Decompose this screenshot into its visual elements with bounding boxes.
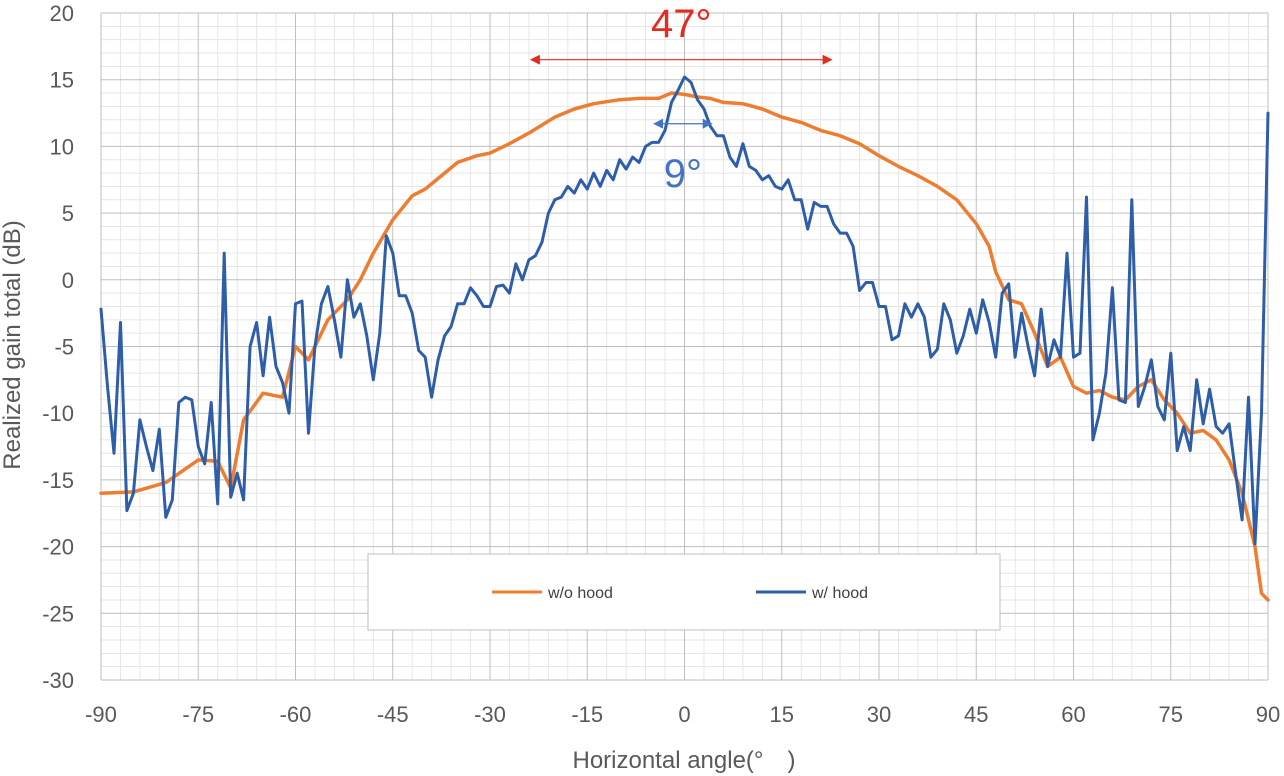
y-tick-label: 10 [50,134,74,159]
x-tick-label: -90 [85,702,117,727]
y-tick-label: 20 [50,1,74,26]
x-tick-label: 30 [867,702,891,727]
x-tick-label: -30 [474,702,506,727]
y-tick-label: 5 [62,201,74,226]
annotation-47: 47° [529,2,833,65]
y-tick-label: -30 [42,668,74,693]
beamwidth-label-red: 47° [651,2,712,46]
beamwidth-label-blue: 9° [664,152,702,196]
legend-box [367,553,1001,631]
y-tick-label: -15 [42,468,74,493]
y-tick-label: 0 [62,268,74,293]
legend-label-wo-hood: w/o hood [547,585,613,602]
x-tick-label: -15 [571,702,603,727]
y-axis-title: Realized gain total (dB) [0,220,26,469]
x-tick-label: -75 [182,702,214,727]
legend: w/o hood w/ hood [367,553,1001,631]
x-tick-label: -60 [280,702,312,727]
x-tick-label: 15 [770,702,794,727]
y-tick-label: -25 [42,601,74,626]
tick-labels: -90 -75 -60 -45 -30 -15 0 15 30 45 60 75 90 -30 -25 -20… [42,1,1280,727]
legend-label-w-hood: w/ hood [811,585,868,602]
x-axis-title: Horizontal angle(° ) [572,747,795,774]
series-line-w-hood [99,75,1270,546]
y-tick-label: -5 [54,335,74,360]
x-tick-label: 75 [1159,702,1183,727]
y-tick-label: 15 [50,68,74,93]
annotation-9: 9° [653,118,713,196]
y-tick-label: -20 [42,535,74,560]
x-tick-label: 90 [1256,702,1280,727]
x-tick-label: -45 [377,702,409,727]
x-tick-label: 0 [678,702,690,727]
x-tick-label: 45 [964,702,988,727]
x-tick-label: 60 [1061,702,1085,727]
series-layer [99,75,1270,602]
y-tick-label: -10 [42,401,74,426]
